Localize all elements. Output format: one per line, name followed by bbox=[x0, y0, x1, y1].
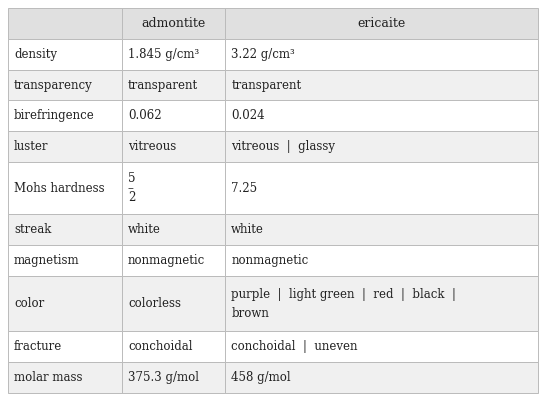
Text: magnetism: magnetism bbox=[14, 254, 80, 267]
Bar bbox=[122, 331, 225, 362]
Text: streak: streak bbox=[14, 223, 51, 236]
Text: white: white bbox=[232, 223, 264, 236]
Bar bbox=[122, 362, 225, 393]
Text: transparent: transparent bbox=[232, 79, 301, 91]
Bar bbox=[225, 331, 538, 362]
Text: 5: 5 bbox=[128, 172, 135, 185]
Text: colorless: colorless bbox=[128, 297, 181, 310]
Text: luster: luster bbox=[14, 140, 49, 153]
Bar bbox=[225, 100, 538, 131]
Bar bbox=[122, 131, 225, 162]
Text: 0.062: 0.062 bbox=[128, 109, 162, 122]
Text: –: – bbox=[128, 182, 134, 194]
Bar bbox=[8, 245, 122, 276]
Text: white: white bbox=[128, 223, 161, 236]
Bar bbox=[225, 131, 538, 162]
Bar bbox=[8, 362, 122, 393]
Text: nonmagnetic: nonmagnetic bbox=[128, 254, 205, 267]
Bar bbox=[122, 276, 225, 331]
Text: transparency: transparency bbox=[14, 79, 93, 91]
Bar bbox=[225, 39, 538, 70]
Text: transparent: transparent bbox=[128, 79, 198, 91]
Bar bbox=[8, 70, 122, 100]
Text: density: density bbox=[14, 48, 57, 61]
Text: molar mass: molar mass bbox=[14, 371, 82, 384]
Bar bbox=[122, 8, 225, 39]
Bar bbox=[225, 276, 538, 331]
Bar bbox=[122, 70, 225, 100]
Bar bbox=[8, 215, 122, 245]
Bar bbox=[8, 39, 122, 70]
Bar bbox=[122, 215, 225, 245]
Text: conchoidal: conchoidal bbox=[128, 340, 192, 353]
Text: 2: 2 bbox=[128, 191, 135, 204]
Bar bbox=[225, 70, 538, 100]
Bar bbox=[8, 276, 122, 331]
Text: 3.22 g/cm³: 3.22 g/cm³ bbox=[232, 48, 295, 61]
Bar bbox=[225, 8, 538, 39]
Bar bbox=[122, 100, 225, 131]
Text: conchoidal  |  uneven: conchoidal | uneven bbox=[232, 340, 358, 353]
Text: Mohs hardness: Mohs hardness bbox=[14, 182, 105, 194]
Text: birefringence: birefringence bbox=[14, 109, 95, 122]
Bar bbox=[8, 8, 122, 39]
Text: nonmagnetic: nonmagnetic bbox=[232, 254, 308, 267]
Bar bbox=[225, 162, 538, 215]
Bar bbox=[8, 131, 122, 162]
Text: vitreous: vitreous bbox=[128, 140, 176, 153]
Bar bbox=[8, 162, 122, 215]
Text: brown: brown bbox=[232, 307, 269, 320]
Text: admontite: admontite bbox=[141, 17, 206, 30]
Bar bbox=[122, 39, 225, 70]
Text: 375.3 g/mol: 375.3 g/mol bbox=[128, 371, 199, 384]
Bar bbox=[8, 331, 122, 362]
Text: 7.25: 7.25 bbox=[232, 182, 257, 194]
Text: 0.024: 0.024 bbox=[232, 109, 265, 122]
Text: fracture: fracture bbox=[14, 340, 62, 353]
Bar bbox=[225, 245, 538, 276]
Bar bbox=[8, 100, 122, 131]
Text: vitreous  |  glassy: vitreous | glassy bbox=[232, 140, 335, 153]
Bar bbox=[122, 245, 225, 276]
Text: ericaite: ericaite bbox=[358, 17, 406, 30]
Bar bbox=[122, 162, 225, 215]
Text: 458 g/mol: 458 g/mol bbox=[232, 371, 291, 384]
Text: 1.845 g/cm³: 1.845 g/cm³ bbox=[128, 48, 199, 61]
Text: purple  |  light green  |  red  |  black  |: purple | light green | red | black | bbox=[232, 288, 456, 301]
Bar bbox=[225, 362, 538, 393]
Text: color: color bbox=[14, 297, 44, 310]
Bar bbox=[225, 215, 538, 245]
